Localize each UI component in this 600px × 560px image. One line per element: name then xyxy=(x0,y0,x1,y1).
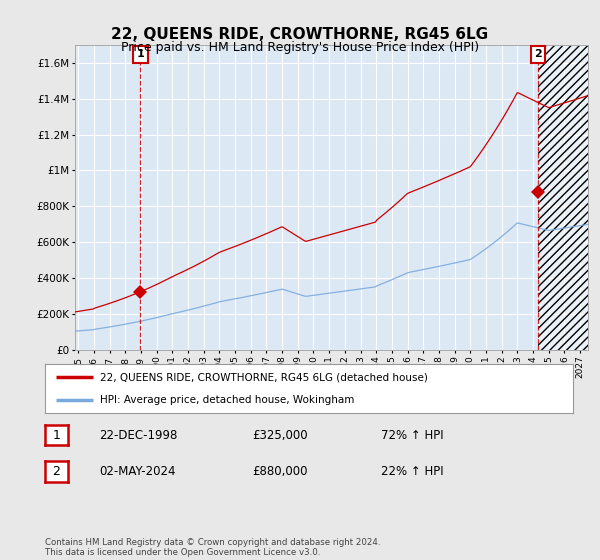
Text: £325,000: £325,000 xyxy=(252,428,308,442)
Text: 22, QUEENS RIDE, CROWTHORNE, RG45 6LG: 22, QUEENS RIDE, CROWTHORNE, RG45 6LG xyxy=(112,27,488,42)
Text: 2: 2 xyxy=(52,465,61,478)
Text: £880,000: £880,000 xyxy=(252,465,308,478)
Text: 02-MAY-2024: 02-MAY-2024 xyxy=(99,465,176,478)
Text: 22, QUEENS RIDE, CROWTHORNE, RG45 6LG (detached house): 22, QUEENS RIDE, CROWTHORNE, RG45 6LG (d… xyxy=(100,372,428,382)
Text: 1: 1 xyxy=(137,49,144,59)
Text: Contains HM Land Registry data © Crown copyright and database right 2024.
This d: Contains HM Land Registry data © Crown c… xyxy=(45,538,380,557)
Bar xyxy=(538,45,588,350)
Text: 72% ↑ HPI: 72% ↑ HPI xyxy=(381,428,443,442)
Text: 2: 2 xyxy=(535,49,542,59)
Text: Price paid vs. HM Land Registry's House Price Index (HPI): Price paid vs. HM Land Registry's House … xyxy=(121,41,479,54)
Text: 22% ↑ HPI: 22% ↑ HPI xyxy=(381,465,443,478)
Text: HPI: Average price, detached house, Wokingham: HPI: Average price, detached house, Woki… xyxy=(100,395,355,405)
Text: 22-DEC-1998: 22-DEC-1998 xyxy=(99,428,178,442)
Text: 1: 1 xyxy=(52,428,61,442)
